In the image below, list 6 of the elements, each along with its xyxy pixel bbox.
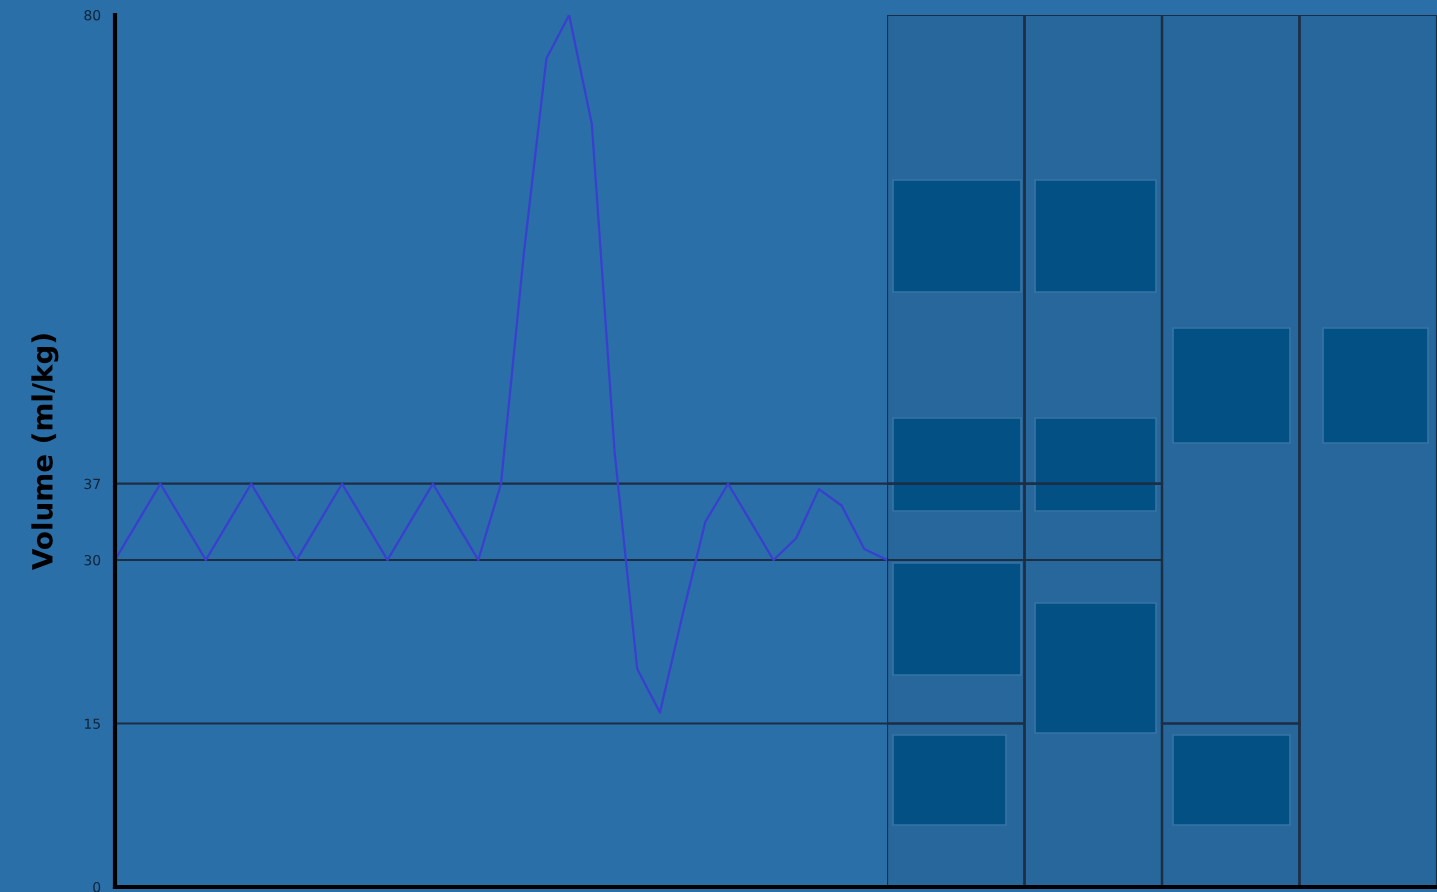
y-tick-label: 15: [84, 718, 100, 729]
y-tick-label: 80: [84, 9, 101, 21]
y-tick-label: 0: [93, 881, 101, 892]
y-axis-title: Volume (ml/kg): [31, 334, 59, 570]
y-tick-label: 37: [84, 478, 100, 490]
y-tick-label: 30: [84, 554, 101, 566]
